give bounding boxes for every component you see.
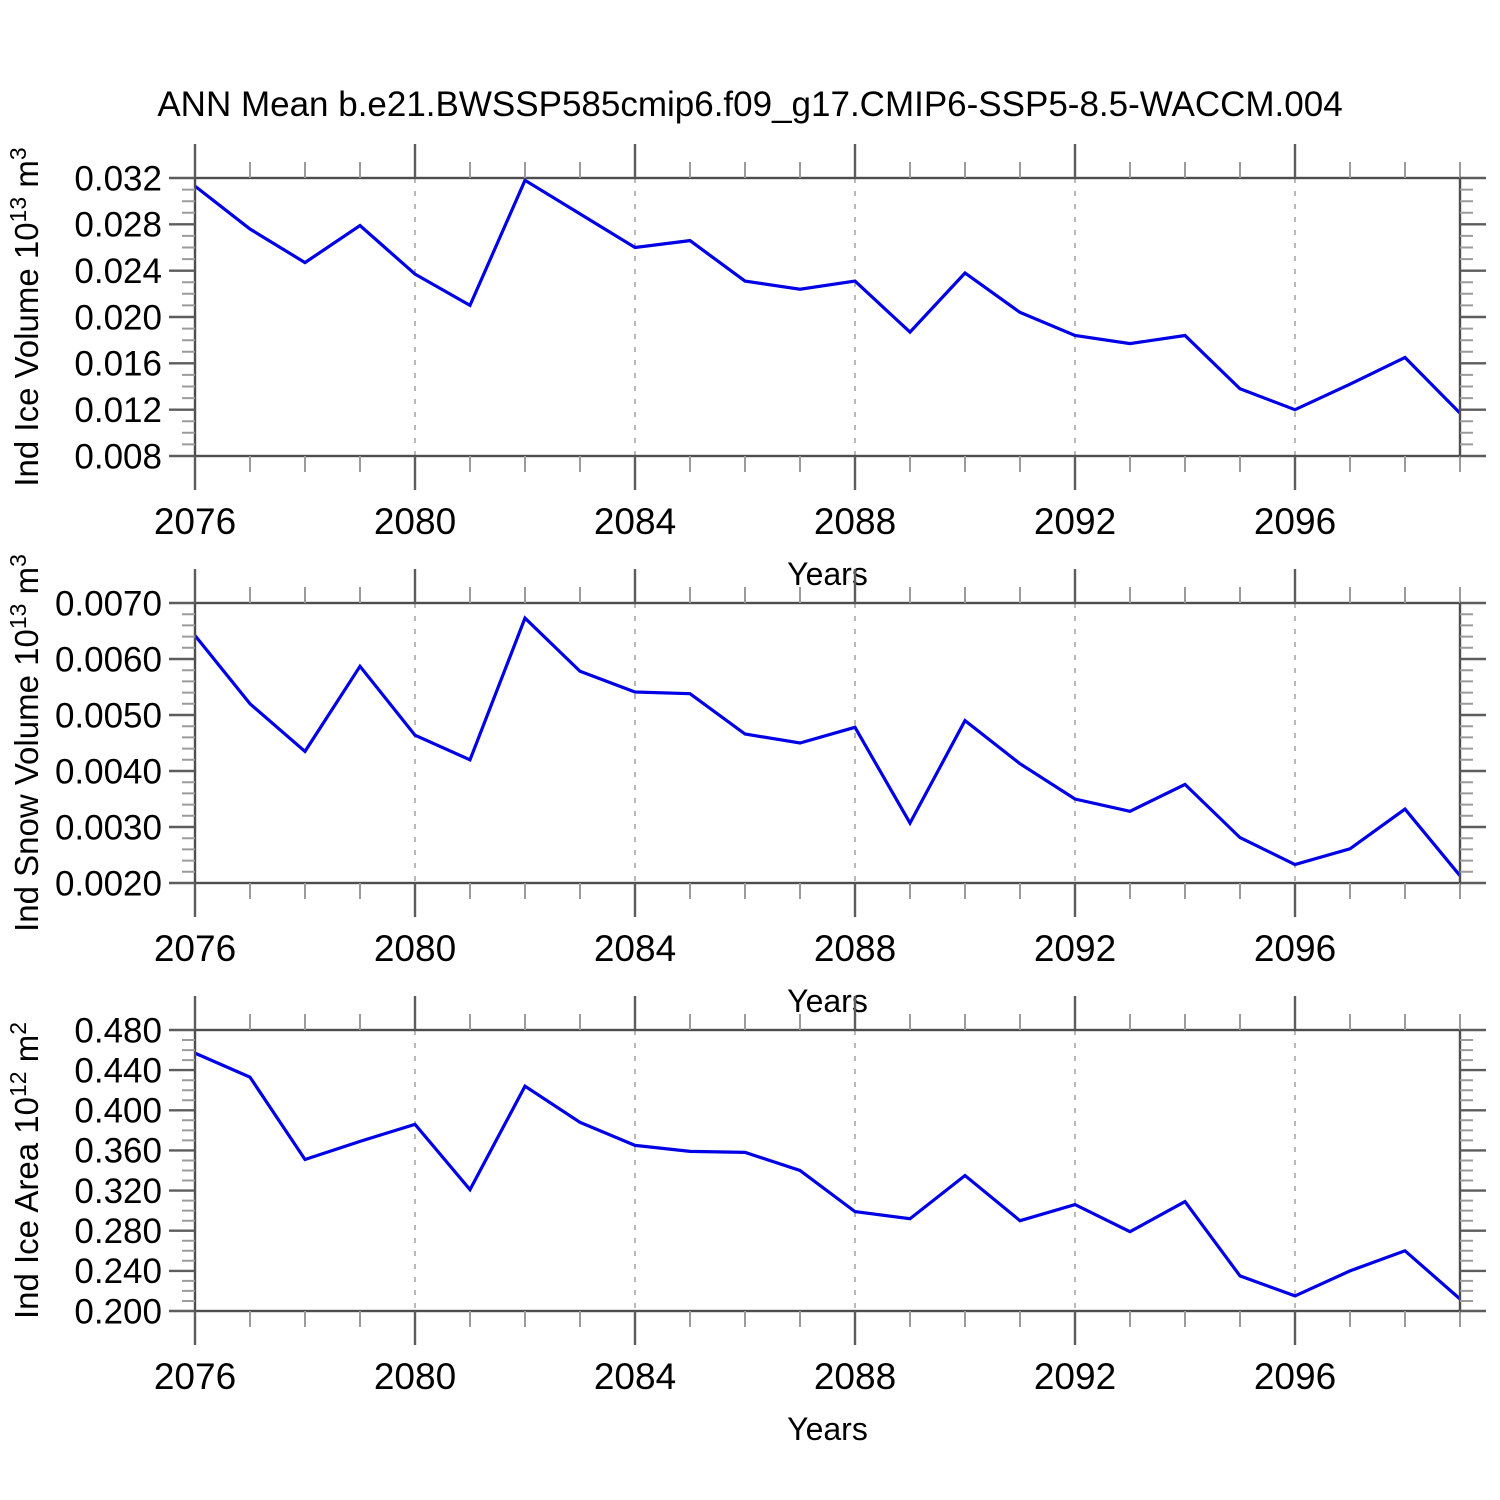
x-tick-label: 2084 <box>594 501 676 542</box>
x-tick-label: 2080 <box>374 501 456 542</box>
x-tick-label: 2084 <box>594 1356 676 1397</box>
y-tick-label: 0.0030 <box>55 808 162 847</box>
y-tick-label: 0.028 <box>74 206 162 245</box>
y-tick-label: 0.0050 <box>55 696 162 735</box>
y-tick-label: 0.320 <box>74 1172 162 1211</box>
data-line-ind-ice-area <box>194 1051 1462 1301</box>
y-tick-label: 0.0040 <box>55 752 162 791</box>
panel-ind-snow-volume: 0.0020 0.0030 0.0040 0.0050 0.0060 0.0070 2076… <box>5 554 1486 1019</box>
chart-title: ANN Mean b.e21.BWSSP585cmip6.f09_g17.CMI… <box>157 85 1342 124</box>
panel-ind-ice-area: 0.2000.2400.2800.3200.3600.4000.4400.480… <box>5 996 1486 1447</box>
y-tick-label: 0.200 <box>74 1292 162 1331</box>
y-tick-label: 0.0060 <box>55 640 162 679</box>
plot-box <box>193 1028 1462 1313</box>
y-axis-title: Ind Snow Volume 1013 m3 <box>5 554 45 932</box>
y-tick-label: 0.008 <box>74 437 162 476</box>
x-tick-label: 2084 <box>594 928 676 969</box>
x-tick-label: 2092 <box>1034 928 1116 969</box>
x-tick-label: 2096 <box>1254 928 1336 969</box>
y-tick-label: 0.280 <box>74 1212 162 1251</box>
panel-ind-ice-volume: 0.008 0.012 0.016 0.020 0.024 0.028 0.032 2076 2… <box>5 144 1486 592</box>
panels-group: 0.008 0.012 0.016 0.020 0.024 0.028 0.032 2076 2… <box>5 144 1486 1447</box>
x-tick-label: 2088 <box>814 1356 896 1397</box>
x-tick-label: 2080 <box>374 1356 456 1397</box>
y-tick-label: 0.400 <box>74 1092 162 1131</box>
x-tick-label: 2088 <box>814 928 896 969</box>
plot-box <box>193 601 1462 885</box>
x-tick-label: 2076 <box>154 1356 236 1397</box>
major-ticks <box>169 996 1486 1345</box>
y-tick-label: 0.020 <box>74 298 162 337</box>
y-tick-label: 0.0070 <box>55 584 162 623</box>
plot-box <box>193 176 1462 458</box>
y-tick-label: 0.016 <box>74 345 162 384</box>
y-tick-label: 0.012 <box>74 391 162 430</box>
y-tick-label: 0.360 <box>74 1132 162 1171</box>
y-tick-label: 0.0020 <box>55 864 162 903</box>
x-tick-label: 2076 <box>154 501 236 542</box>
x-tick-label: 2096 <box>1254 501 1336 542</box>
x-axis-title: Years <box>787 1411 868 1447</box>
minor-ticks <box>182 162 1473 472</box>
y-tick-label: 0.024 <box>74 252 162 291</box>
y-tick-label: 0.032 <box>74 159 162 198</box>
y-tick-label: 0.480 <box>74 1011 162 1050</box>
x-tick-label: 2080 <box>374 928 456 969</box>
x-tick-label: 2092 <box>1034 501 1116 542</box>
y-tick-label: 0.240 <box>74 1252 162 1291</box>
y-axis-title: Ind Ice Volume 1013 m3 <box>5 147 45 486</box>
y-axis-title: Ind Ice Area 1012 m2 <box>5 1022 45 1319</box>
x-tick-label: 2076 <box>154 928 236 969</box>
x-tick-label: 2092 <box>1034 1356 1116 1397</box>
major-ticks <box>169 144 1486 490</box>
y-tick-label: 0.440 <box>74 1051 162 1090</box>
major-ticks <box>169 569 1486 917</box>
x-tick-label: 2096 <box>1254 1356 1336 1397</box>
minor-ticks <box>182 1014 1473 1327</box>
data-line-ind-ice-volume <box>194 177 1462 415</box>
minor-ticks <box>182 587 1473 899</box>
data-line-ind-snow-volume <box>193 615 1462 877</box>
x-tick-label: 2088 <box>814 501 896 542</box>
